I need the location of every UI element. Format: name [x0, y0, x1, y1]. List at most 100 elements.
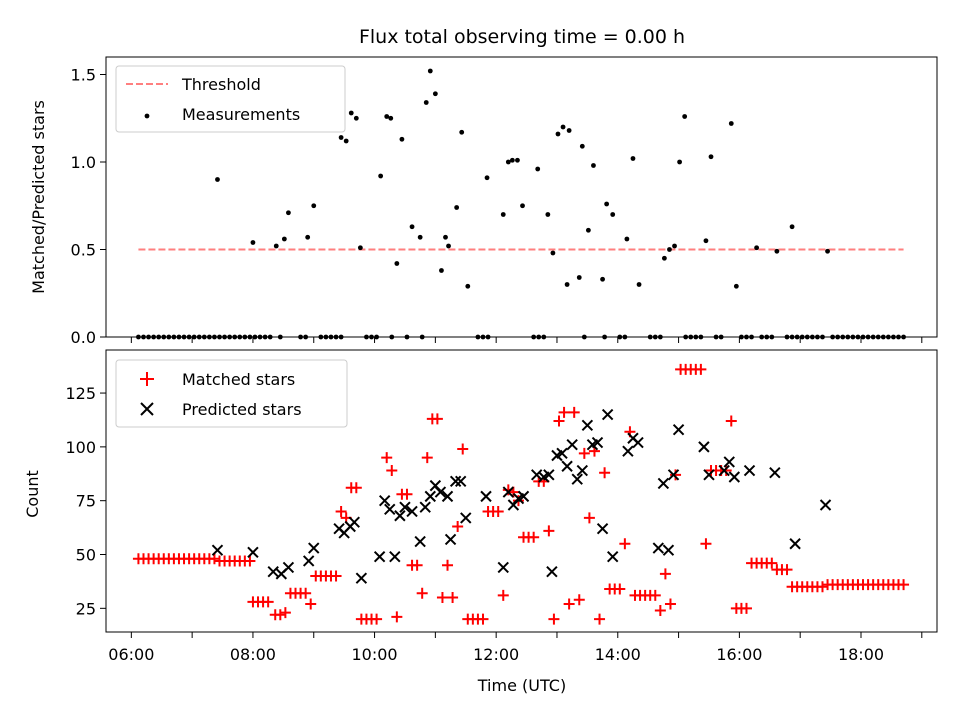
matched-star-marker [654, 604, 666, 616]
matched-star-marker [528, 531, 540, 543]
ratio-y-axis: 0.0 0.5 1.0 1.5 [71, 66, 106, 347]
measurement-point [624, 236, 630, 242]
measurement-point [388, 115, 394, 121]
measurement-point [636, 282, 642, 287]
predicted-star-marker [632, 436, 644, 449]
matched-star-marker [208, 553, 220, 565]
matched-star-marker [594, 613, 606, 625]
predicted-star-marker [571, 473, 583, 485]
matched-star-marker [543, 525, 555, 537]
matched-star-marker [431, 413, 443, 425]
measurement-point [825, 248, 830, 254]
measurement-point [384, 114, 390, 119]
measurement-point [505, 159, 511, 165]
predicted-star-marker [546, 566, 558, 578]
x-tick-label: 12:00 [473, 645, 519, 664]
predicted-star-marker [378, 494, 391, 507]
x-tick-label: 10:00 [352, 645, 398, 664]
measurement-point [439, 268, 444, 273]
measurement-point [604, 201, 610, 207]
predicted-star-marker [414, 535, 426, 548]
matched-star-marker [371, 613, 383, 625]
measurement-point [661, 255, 667, 261]
matched-star-marker [664, 598, 676, 610]
matched-star-marker [548, 613, 560, 625]
predicted-star-marker [424, 490, 437, 503]
matched-star-marker [262, 596, 274, 608]
matched-star-marker [457, 443, 469, 455]
matched-star-marker [553, 415, 565, 427]
predicted-star-marker [591, 436, 604, 449]
measurement-point [555, 131, 561, 137]
matched-star-marker [766, 557, 778, 569]
predicted-star-marker [530, 469, 543, 481]
measurement-point [417, 234, 423, 240]
matched-star-marker [411, 559, 423, 571]
matched-legend-swatch [140, 372, 154, 386]
predicted-star-marker [434, 486, 447, 498]
matched-star-marker [492, 505, 504, 517]
predicted-star-marker [769, 466, 781, 479]
measurement-point [576, 275, 582, 280]
predicted-star-marker [441, 490, 454, 503]
matched-star-marker [279, 607, 291, 619]
predicted-star-marker [789, 538, 801, 550]
predicted-star-marker [517, 490, 530, 503]
ratio-legend-box [115, 65, 346, 133]
matched-star-marker [416, 587, 428, 599]
x-tick-label: 06:00 [108, 645, 154, 664]
matched-star-marker [381, 452, 393, 464]
predicted-star-marker [449, 475, 462, 488]
matched-star-marker [391, 611, 403, 623]
count-y-tick-label: 25 [76, 599, 96, 618]
predicted-star-marker [399, 501, 411, 513]
predicted-star-marker [211, 544, 224, 556]
matched-star-marker [350, 482, 362, 494]
predicted-star-marker [566, 439, 578, 451]
matched-star-marker [477, 613, 489, 625]
count-y-tick-label: 75 [76, 492, 96, 511]
matched-star-marker [578, 447, 590, 459]
matched-star-marker [695, 363, 707, 375]
matched-legend-label: Matched stars [182, 370, 295, 389]
matched-star-marker [700, 538, 712, 550]
matched-star-marker [720, 465, 732, 477]
ratio-y-axis-label: Matched/Predicted stars [29, 100, 48, 294]
predicted-star-marker [267, 566, 279, 578]
matched-star-marker [816, 581, 828, 593]
predicted-star-marker [282, 561, 295, 574]
count-y-tick-label: 100 [65, 438, 96, 457]
measurement-point [353, 115, 359, 121]
predicted-star-marker [723, 456, 735, 468]
measurement-point [338, 135, 344, 140]
predicted-star-marker [373, 550, 386, 563]
predicted-star-marker [576, 464, 589, 477]
measurement-point [484, 175, 490, 181]
measurement-point [432, 91, 438, 97]
predicted-star-marker [454, 475, 467, 488]
x-tick-label: 08:00 [230, 645, 276, 664]
measurement-point [281, 236, 287, 242]
matched-star-marker [619, 538, 631, 550]
measurement-point [703, 238, 709, 244]
measurements-legend-swatch [144, 113, 150, 119]
measurement-point [550, 250, 556, 256]
matched-star-marker [305, 598, 317, 610]
measurement-point [378, 173, 384, 179]
ratio-y-tick-label: 1.0 [71, 153, 96, 172]
count-legend-box [115, 359, 348, 428]
measurement-point [311, 203, 317, 209]
measurement-point [459, 129, 465, 135]
predicted-star-marker [308, 542, 320, 554]
count-y-tick-label: 125 [65, 384, 96, 403]
predicted-star-marker [667, 469, 680, 481]
ratio-y-tick-label: 0.0 [71, 328, 96, 347]
measurement-point [343, 138, 349, 144]
measurement-point [454, 205, 460, 210]
predicted-star-marker [497, 561, 509, 574]
matched-star-marker [898, 579, 910, 591]
matched-star-marker [447, 592, 459, 604]
measurement-point [446, 243, 451, 249]
measurement-point [535, 166, 541, 172]
measurement-point [708, 154, 714, 160]
